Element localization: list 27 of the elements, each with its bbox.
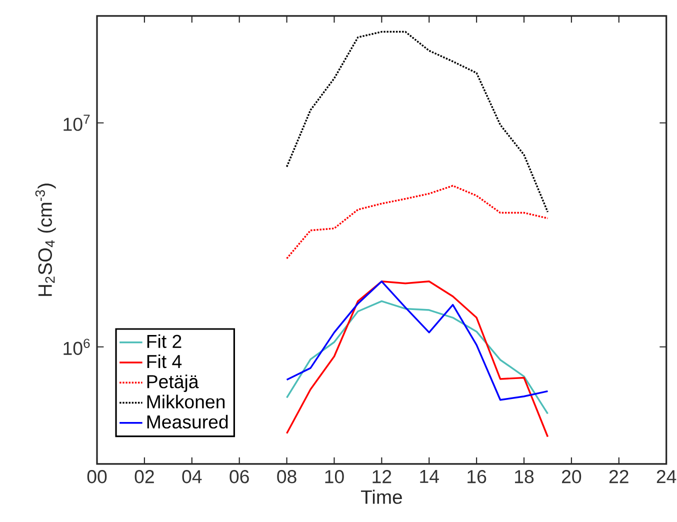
x-tick-label: 22 — [609, 470, 628, 484]
x-tick-label: 10 — [325, 470, 344, 484]
x-tick-label: 20 — [562, 470, 582, 484]
y-tick-label: 10$^{6}$ — [64, 338, 90, 355]
legend-label: Petäjä — [147, 374, 199, 392]
x-tick-label: 02 — [134, 470, 154, 484]
y-axis-title: H$_{2}$SO$_{4}$ (cm$^{-3}$) — [35, 184, 56, 296]
line-series — [286, 300, 549, 415]
x-tick-label: 12 — [372, 470, 392, 484]
legend-label: Measured — [147, 414, 228, 429]
x-tick-label: 24 — [656, 470, 676, 484]
line-series — [286, 30, 549, 213]
x-tick-label: 16 — [468, 470, 486, 484]
line-series — [286, 184, 549, 260]
y-tick-label: 10$^{7}$ — [64, 114, 90, 131]
x-tick-label: 00 — [87, 470, 107, 484]
x-axis-title: Time — [360, 490, 402, 504]
x-tick-label: 04 — [182, 470, 202, 484]
x-tick-label: 14 — [420, 470, 439, 483]
x-tick-label: 08 — [277, 470, 296, 484]
line-series — [286, 280, 549, 401]
legend-label: Fit 2 — [147, 334, 182, 348]
x-tick-label: 18 — [515, 470, 534, 484]
legend-label: Mikkonen — [147, 394, 225, 408]
line-series — [286, 280, 549, 438]
legend-label: Fit 4 — [147, 354, 182, 368]
x-tick-label: 06 — [230, 470, 249, 484]
